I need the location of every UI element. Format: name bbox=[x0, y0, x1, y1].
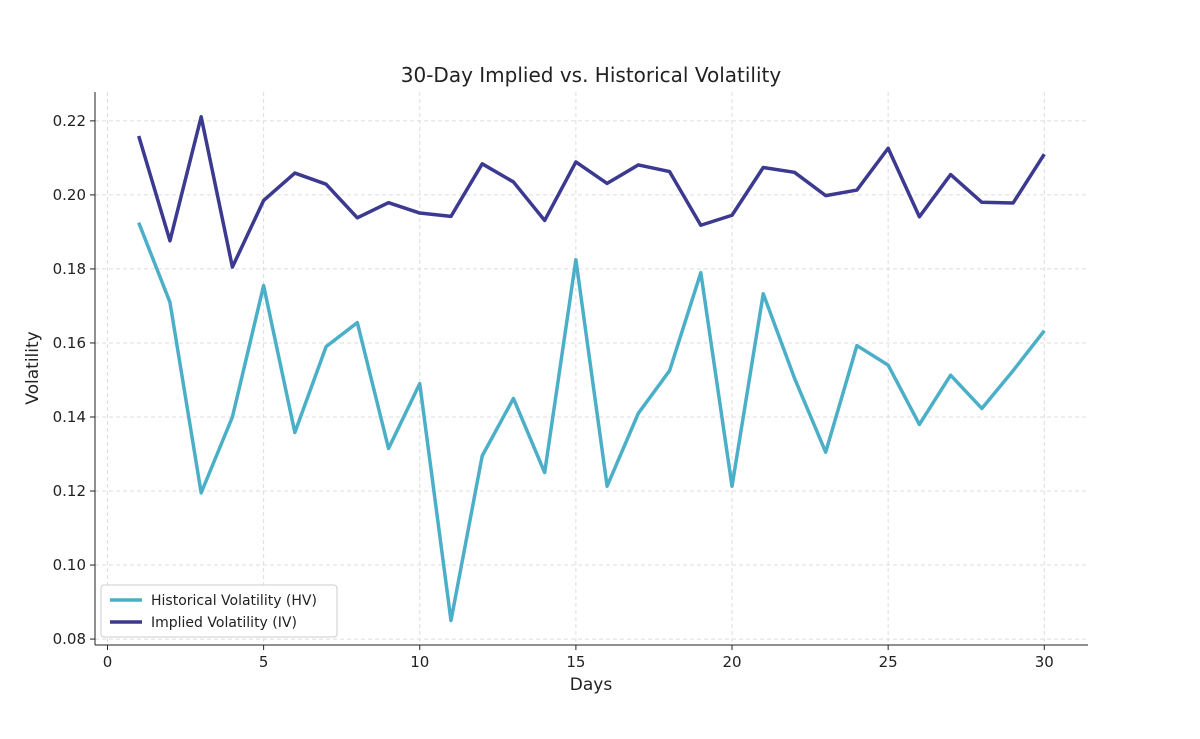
y-tick-label: 0.18 bbox=[53, 260, 86, 278]
y-tick-label: 0.22 bbox=[53, 112, 86, 130]
y-tick-label: 0.16 bbox=[53, 334, 86, 352]
legend-label-iv: Implied Volatility (IV) bbox=[151, 615, 297, 631]
y-axis-label: Volatility bbox=[23, 331, 43, 404]
x-tick-label: 0 bbox=[103, 653, 113, 671]
series-lines bbox=[137, 115, 1046, 623]
x-tick-label: 20 bbox=[722, 653, 741, 671]
legend: Historical Volatility (HV) Implied Volat… bbox=[100, 584, 338, 638]
hv-line bbox=[137, 222, 1046, 623]
x-tick-label: 15 bbox=[566, 653, 585, 671]
y-tick-label: 0.10 bbox=[53, 556, 86, 574]
x-axis-label: Days bbox=[570, 675, 613, 695]
y-tick-label: 0.12 bbox=[53, 482, 86, 500]
y-tick-label: 0.20 bbox=[53, 186, 86, 204]
y-tick-label: 0.08 bbox=[53, 630, 86, 648]
iv-line bbox=[137, 115, 1046, 269]
x-tick-label: 10 bbox=[410, 653, 429, 671]
x-tick-label: 5 bbox=[259, 653, 269, 671]
x-tick-label: 30 bbox=[1035, 653, 1054, 671]
legend-box bbox=[100, 584, 338, 638]
chart-title: 30-Day Implied vs. Historical Volatility bbox=[401, 63, 782, 87]
x-tick-label: 25 bbox=[879, 653, 898, 671]
y-tick-label: 0.14 bbox=[53, 408, 86, 426]
legend-label-hv: Historical Volatility (HV) bbox=[151, 593, 317, 609]
axes: 0 5 10 15 20 25 30 0.08 0.10 0.12 0.14 0.16 0.18 0.20… bbox=[53, 92, 1088, 671]
